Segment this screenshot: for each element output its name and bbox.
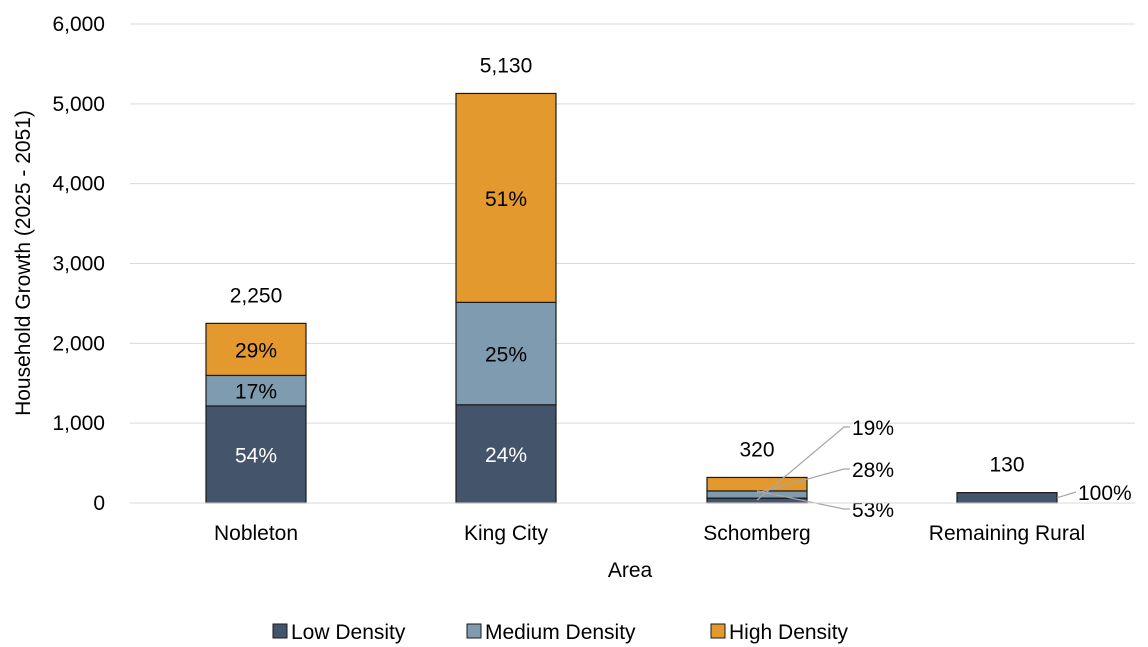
high-density-share-label: 53%	[852, 499, 894, 522]
medium-density-legend-label: Medium Density	[485, 621, 636, 644]
x-axis-title: Area	[608, 559, 653, 582]
y-tick-label: 4,000	[52, 173, 105, 196]
leader-line	[756, 490, 850, 510]
high-density-bar	[455, 92, 557, 303]
medium-density-share-label: 17%	[235, 381, 277, 404]
y-tick-label: 6,000	[52, 13, 105, 36]
low-density-bar	[956, 492, 1058, 504]
y-axis-ticks: 0 1,000 2,000 3,000 4,000 5,000 6,000	[52, 13, 105, 515]
y-tick-label: 1,000	[52, 412, 105, 435]
total-label: 130	[989, 454, 1024, 477]
medium-density-bar	[205, 374, 307, 407]
low-density-legend-swatch	[272, 623, 288, 639]
high-density-legend-label: High Density	[729, 621, 849, 644]
total-label: 320	[739, 438, 774, 461]
legend: Low Density Medium Density High Density	[272, 621, 849, 644]
leader-line	[756, 426, 850, 501]
y-tick-label: 3,000	[52, 253, 105, 276]
low-density-share-label: 100%	[1078, 482, 1132, 505]
y-tick-label: 2,000	[52, 332, 105, 355]
total-label: 2,250	[230, 284, 283, 307]
low-density-legend-label: Low Density	[291, 621, 406, 644]
x-category-label: King City	[464, 522, 549, 545]
total-label: 5,130	[480, 54, 533, 77]
low-density-bar	[706, 497, 808, 504]
y-axis-title: Household Growth (2025 - 2051)	[12, 110, 35, 416]
medium-density-bar	[706, 490, 808, 499]
leader-line	[756, 468, 850, 494]
high-density-bar	[706, 476, 808, 492]
medium-density-legend-swatch	[466, 623, 482, 639]
y-tick-label: 0	[93, 492, 105, 515]
high-density-share-label: 29%	[235, 339, 277, 362]
y-tick-label: 5,000	[52, 93, 105, 116]
high-density-legend-swatch	[710, 623, 726, 639]
medium-density-share-label: 25%	[485, 344, 527, 367]
x-category-label: Schomberg	[703, 522, 810, 545]
high-density-bar	[205, 322, 307, 377]
medium-density-bar	[455, 301, 557, 406]
bars: 54% 17% 29% 2,250 24% 25% 51% 5,130 19% 28% 53% 320…	[205, 54, 1132, 522]
low-density-share-label: 24%	[485, 444, 527, 467]
low-density-share-label: 54%	[235, 445, 277, 468]
x-axis-categories: Nobleton King City Schomberg Remaining Rura…	[214, 522, 1085, 545]
x-category-label: Remaining Rural	[929, 522, 1085, 545]
x-category-label: Nobleton	[214, 522, 298, 545]
high-density-share-label: 51%	[485, 188, 527, 211]
low-density-share-label: 19%	[852, 417, 894, 440]
leader-line	[1056, 491, 1077, 499]
medium-density-share-label: 28%	[852, 459, 894, 482]
